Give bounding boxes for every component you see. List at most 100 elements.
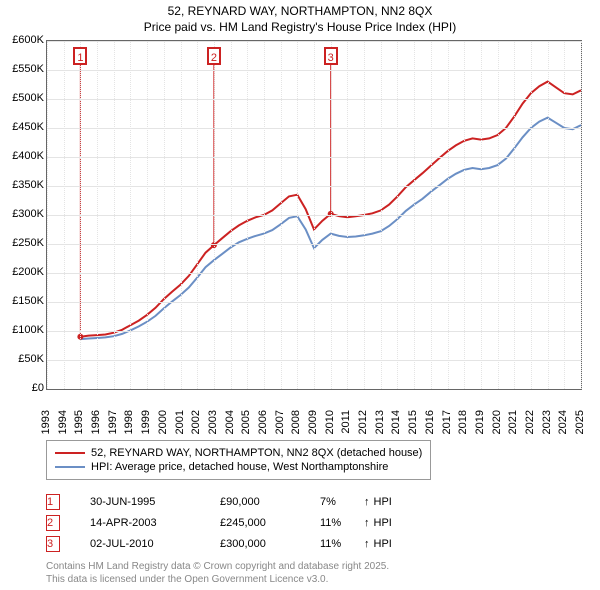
x-axis-label: 2019 (474, 410, 486, 470)
footer-attribution: Contains HM Land Registry data © Crown c… (46, 560, 389, 586)
x-axis-label: 2018 (457, 410, 469, 470)
chart-title-line-2: Price paid vs. HM Land Registry's House … (0, 20, 600, 34)
y-axis-label: £600K (0, 34, 44, 46)
gridline-vertical (64, 41, 65, 389)
gridline-vertical (347, 41, 348, 389)
footer-line-2: This data is licensed under the Open Gov… (46, 573, 389, 586)
gridline-vertical (181, 41, 182, 389)
x-axis-label: 2009 (307, 410, 319, 470)
x-axis-label: 2017 (441, 410, 453, 470)
gridline-vertical (498, 41, 499, 389)
gridline-vertical (531, 41, 532, 389)
x-axis-label: 2004 (224, 410, 236, 470)
gridline-vertical (548, 41, 549, 389)
y-axis-label: £150K (0, 295, 44, 307)
x-axis-label: 2005 (240, 410, 252, 470)
x-axis-label: 2025 (574, 410, 586, 470)
y-axis-label: £0 (0, 382, 44, 394)
x-axis-label: 2002 (190, 410, 202, 470)
y-axis-label: £400K (0, 150, 44, 162)
y-axis-label: £450K (0, 121, 44, 133)
sales-table: 130-JUN-1995£90,0007%↑HPI214-APR-2003£24… (46, 490, 392, 556)
gridline-vertical (397, 41, 398, 389)
gridline-vertical (414, 41, 415, 389)
sale-marker-2: 2 (207, 47, 221, 65)
sale-row-date: 02-JUL-2010 (90, 538, 220, 550)
sale-row-suffix: HPI (374, 538, 392, 550)
sale-row-date: 30-JUN-1995 (90, 496, 220, 508)
chart-plot-area: 1 2 3 (46, 40, 582, 390)
footer-line-1: Contains HM Land Registry data © Crown c… (46, 560, 389, 573)
gridline-vertical (231, 41, 232, 389)
gridline-vertical (431, 41, 432, 389)
x-axis-label: 2008 (290, 410, 302, 470)
x-axis-label: 2001 (174, 410, 186, 470)
sale-row: 130-JUN-1995£90,0007%↑HPI (46, 493, 392, 511)
gridline-vertical (47, 41, 48, 389)
gridline-vertical (264, 41, 265, 389)
x-axis-label: 1996 (90, 410, 102, 470)
sale-row-marker: 3 (46, 536, 60, 552)
x-axis-label: 2007 (274, 410, 286, 470)
x-axis-label: 2023 (541, 410, 553, 470)
sale-row-pct: 11% (320, 538, 360, 550)
gridline-vertical (514, 41, 515, 389)
gridline-vertical (481, 41, 482, 389)
y-axis-label: £200K (0, 266, 44, 278)
sale-row-price: £245,000 (220, 517, 320, 529)
up-arrow-icon: ↑ (364, 538, 370, 550)
x-axis-label: 1998 (123, 410, 135, 470)
x-axis-label: 1994 (57, 410, 69, 470)
x-axis-label: 2024 (557, 410, 569, 470)
x-axis-label: 2013 (374, 410, 386, 470)
gridline-vertical (164, 41, 165, 389)
y-axis-label: £100K (0, 324, 44, 336)
gridline-vertical (581, 41, 582, 389)
sale-row-price: £300,000 (220, 538, 320, 550)
y-axis-label: £250K (0, 237, 44, 249)
x-axis-label: 1993 (40, 410, 52, 470)
gridline-vertical (247, 41, 248, 389)
gridline-vertical (381, 41, 382, 389)
up-arrow-icon: ↑ (364, 496, 370, 508)
sale-row-suffix: HPI (374, 517, 392, 529)
x-axis-label: 2000 (157, 410, 169, 470)
gridline-vertical (97, 41, 98, 389)
gridline-vertical (147, 41, 148, 389)
x-axis-label: 1995 (73, 410, 85, 470)
sale-row-marker: 1 (46, 494, 60, 510)
sale-row-pct: 11% (320, 517, 360, 529)
gridline-vertical (114, 41, 115, 389)
y-axis-label: £500K (0, 92, 44, 104)
x-axis-label: 2022 (524, 410, 536, 470)
gridline-vertical (314, 41, 315, 389)
x-axis-label: 2010 (324, 410, 336, 470)
x-axis-label: 2016 (424, 410, 436, 470)
sale-row: 2 14-APR-2003£245,00011% ↑ HPI (46, 514, 392, 532)
gridline-vertical (214, 41, 215, 389)
sale-row-pct: 7% (320, 496, 360, 508)
y-axis-label: £50K (0, 353, 44, 365)
gridline-vertical (281, 41, 282, 389)
x-axis-label: 2020 (491, 410, 503, 470)
y-axis-label: £550K (0, 63, 44, 75)
gridline-vertical (80, 41, 81, 389)
up-arrow-icon: ↑ (364, 517, 370, 529)
gridline-vertical (197, 41, 198, 389)
x-axis-label: 2015 (407, 410, 419, 470)
y-axis-label: £350K (0, 179, 44, 191)
sale-row-suffix: HPI (374, 496, 392, 508)
y-axis-label: £300K (0, 208, 44, 220)
x-axis-label: 2011 (340, 410, 352, 470)
gridline-vertical (130, 41, 131, 389)
sale-marker-1: 1 (73, 47, 87, 65)
gridline-vertical (297, 41, 298, 389)
x-axis-label: 2012 (357, 410, 369, 470)
sale-row-marker: 2 (46, 515, 60, 531)
sale-row-date: 14-APR-2003 (90, 517, 220, 529)
x-axis-label: 2021 (507, 410, 519, 470)
sale-row: 3 02-JUL-2010£300,00011% ↑ HPI (46, 535, 392, 553)
x-axis-label: 2003 (207, 410, 219, 470)
x-axis-label: 2014 (390, 410, 402, 470)
sale-marker-3: 3 (324, 47, 338, 65)
